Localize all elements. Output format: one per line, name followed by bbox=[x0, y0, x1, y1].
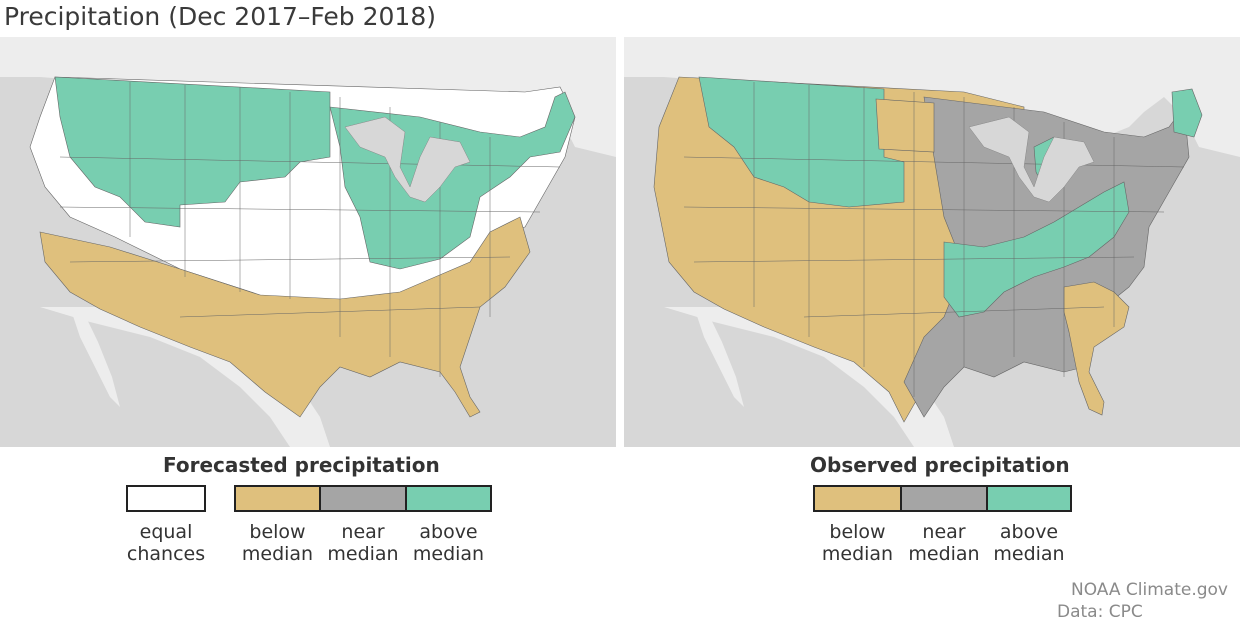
region-below-dakota bbox=[875, 98, 935, 153]
great-lakes bbox=[968, 116, 1095, 203]
legend-label-below: below median bbox=[821, 521, 894, 565]
observed-map bbox=[624, 37, 1240, 447]
legend-swatch-above bbox=[986, 485, 1072, 512]
observed-legend-title: Observed precipitation bbox=[810, 453, 1070, 477]
legend-label-equal: equal chances bbox=[126, 521, 206, 565]
credit-data: Data: CPC bbox=[1057, 602, 1143, 622]
legend-label-near: near median bbox=[908, 521, 980, 565]
great-lakes bbox=[344, 116, 471, 203]
legend-swatch-near bbox=[319, 485, 407, 512]
legend-swatch-below bbox=[813, 485, 902, 512]
legend-label-above: above median bbox=[993, 521, 1065, 565]
region-above-maine bbox=[1171, 88, 1203, 138]
baja-land bbox=[70, 307, 120, 407]
legend-label-near: near median bbox=[327, 521, 399, 565]
region-below-south bbox=[39, 216, 531, 418]
legend-swatch-above bbox=[405, 485, 492, 512]
legend-swatch-near bbox=[900, 485, 988, 512]
baja-land bbox=[694, 307, 744, 407]
forecast-map bbox=[0, 37, 616, 447]
credit-source: NOAA Climate.gov bbox=[1070, 580, 1228, 600]
chart-title: Precipitation (Dec 2017–Feb 2018) bbox=[4, 2, 436, 31]
region-above-north bbox=[54, 76, 331, 228]
forecast-legend-title: Forecasted precipitation bbox=[163, 453, 440, 477]
legend-label-below: below median bbox=[241, 521, 314, 565]
state-borders bbox=[683, 82, 1185, 397]
legend-label-above: above median bbox=[412, 521, 485, 565]
legend-swatch-below bbox=[234, 485, 321, 512]
legend-swatch-equal bbox=[126, 485, 206, 512]
region-below-southeast bbox=[1063, 281, 1130, 416]
